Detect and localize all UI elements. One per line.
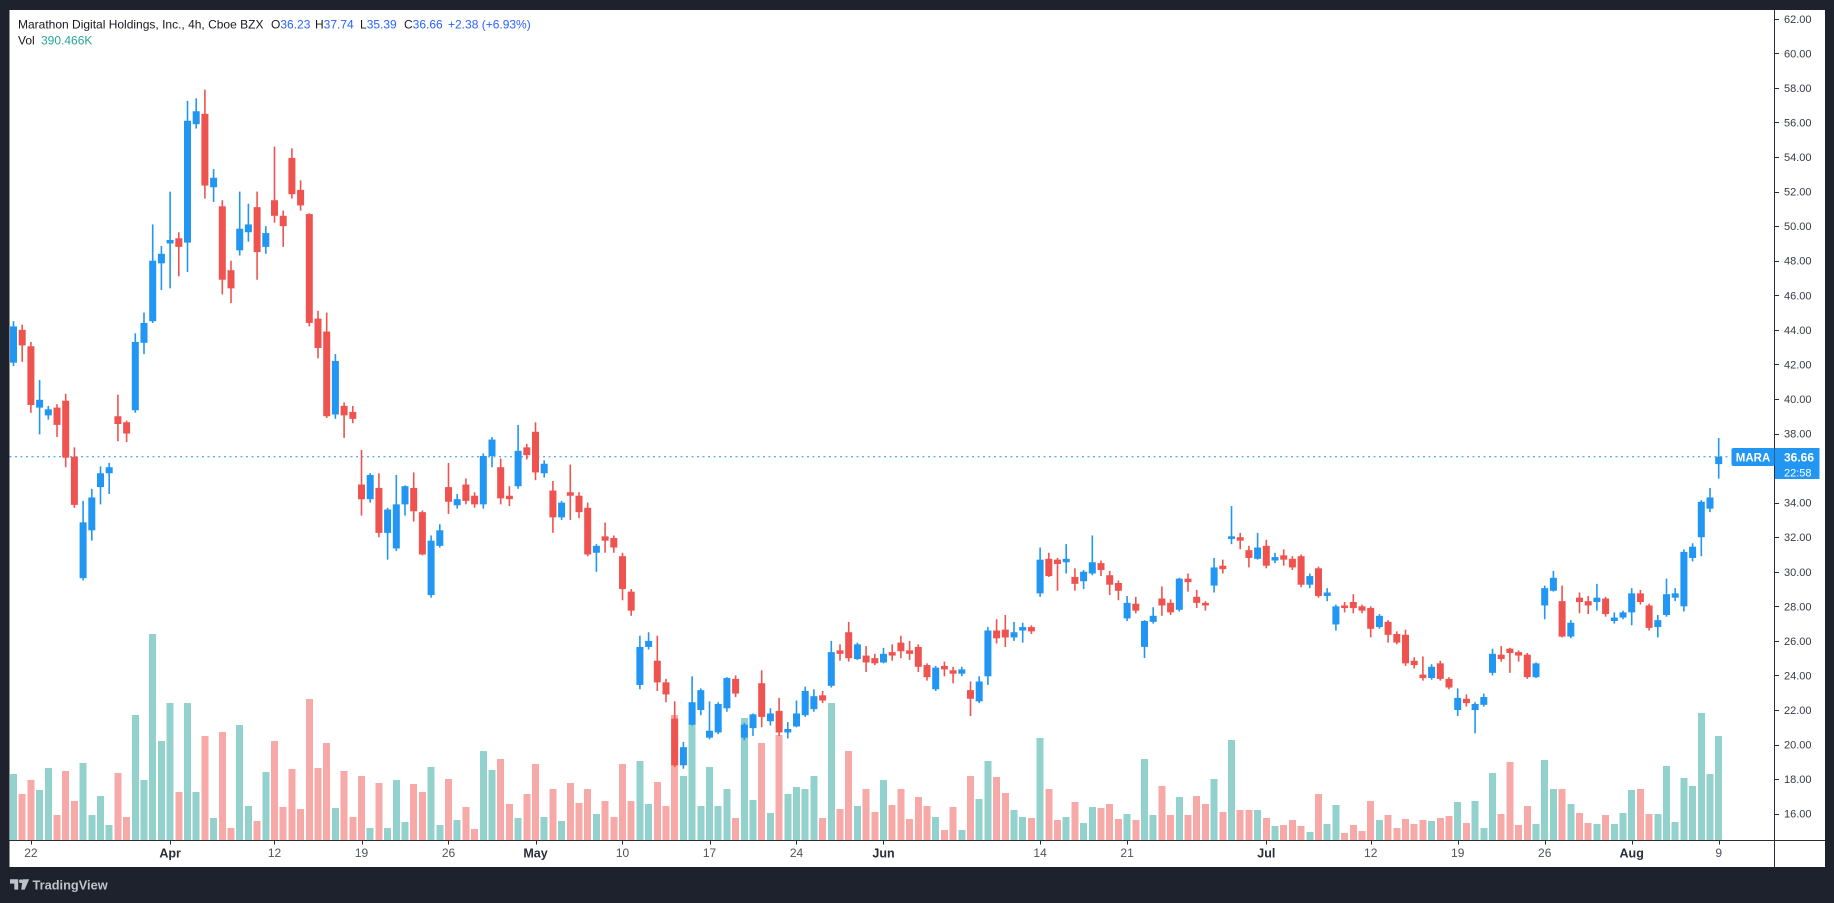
svg-text:18.00: 18.00 <box>1784 774 1812 786</box>
svg-text:21: 21 <box>1120 846 1134 860</box>
svg-text:19: 19 <box>355 846 369 860</box>
svg-text:22: 22 <box>24 846 38 860</box>
svg-text:34.00: 34.00 <box>1784 498 1812 510</box>
svg-text:28.00: 28.00 <box>1784 601 1812 613</box>
svg-text:Aug: Aug <box>1620 847 1644 861</box>
svg-text:12: 12 <box>268 846 282 860</box>
svg-text:22:58: 22:58 <box>1784 468 1812 480</box>
svg-text:MARA: MARA <box>1736 453 1771 465</box>
svg-text:32.00: 32.00 <box>1784 532 1812 544</box>
svg-text:30.00: 30.00 <box>1784 567 1812 579</box>
svg-text:50.00: 50.00 <box>1784 221 1812 233</box>
svg-text:56.00: 56.00 <box>1784 118 1812 130</box>
svg-text:9: 9 <box>1715 846 1722 860</box>
svg-text:12: 12 <box>1364 846 1378 860</box>
svg-text:42.00: 42.00 <box>1784 359 1812 371</box>
svg-text:TradingView: TradingView <box>33 878 108 893</box>
svg-text:26.00: 26.00 <box>1784 636 1812 648</box>
svg-text:+2.38 (+6.93%): +2.38 (+6.93%) <box>448 18 531 32</box>
svg-text:58.00: 58.00 <box>1784 83 1812 95</box>
svg-text:26: 26 <box>1538 846 1552 860</box>
svg-text:Marathon Digital Holdings, Inc: Marathon Digital Holdings, Inc., 4h, Cbo… <box>18 18 263 32</box>
svg-text:26: 26 <box>442 846 456 860</box>
svg-text:17: 17 <box>703 846 717 860</box>
svg-text:16.00: 16.00 <box>1784 809 1812 821</box>
svg-text:52.00: 52.00 <box>1784 187 1812 199</box>
svg-text:20.00: 20.00 <box>1784 740 1812 752</box>
svg-text:60.00: 60.00 <box>1784 48 1812 60</box>
svg-text:46.00: 46.00 <box>1784 290 1812 302</box>
svg-text:Vol: Vol <box>18 34 35 48</box>
svg-text:C36.66: C36.66 <box>404 18 443 32</box>
svg-text:Jul: Jul <box>1257 847 1275 861</box>
svg-text:390.466K: 390.466K <box>41 34 92 48</box>
svg-text:May: May <box>523 847 547 861</box>
svg-text:H37.74: H37.74 <box>315 18 354 32</box>
svg-text:24: 24 <box>790 846 804 860</box>
svg-text:22.00: 22.00 <box>1784 705 1812 717</box>
svg-text:40.00: 40.00 <box>1784 394 1812 406</box>
svg-text:38.00: 38.00 <box>1784 429 1812 441</box>
svg-text:62.00: 62.00 <box>1784 14 1812 26</box>
svg-text:24.00: 24.00 <box>1784 670 1812 682</box>
svg-text:10: 10 <box>616 846 630 860</box>
svg-text:36.66: 36.66 <box>1784 451 1814 465</box>
svg-text:44.00: 44.00 <box>1784 325 1812 337</box>
svg-text:L35.39: L35.39 <box>360 18 397 32</box>
svg-text:54.00: 54.00 <box>1784 152 1812 164</box>
svg-text:48.00: 48.00 <box>1784 256 1812 268</box>
svg-text:O36.23: O36.23 <box>271 18 311 32</box>
svg-text:19: 19 <box>1451 846 1465 860</box>
svg-text:14: 14 <box>1033 846 1047 860</box>
svg-text:Apr: Apr <box>159 847 181 861</box>
svg-text:Jun: Jun <box>872 847 894 861</box>
